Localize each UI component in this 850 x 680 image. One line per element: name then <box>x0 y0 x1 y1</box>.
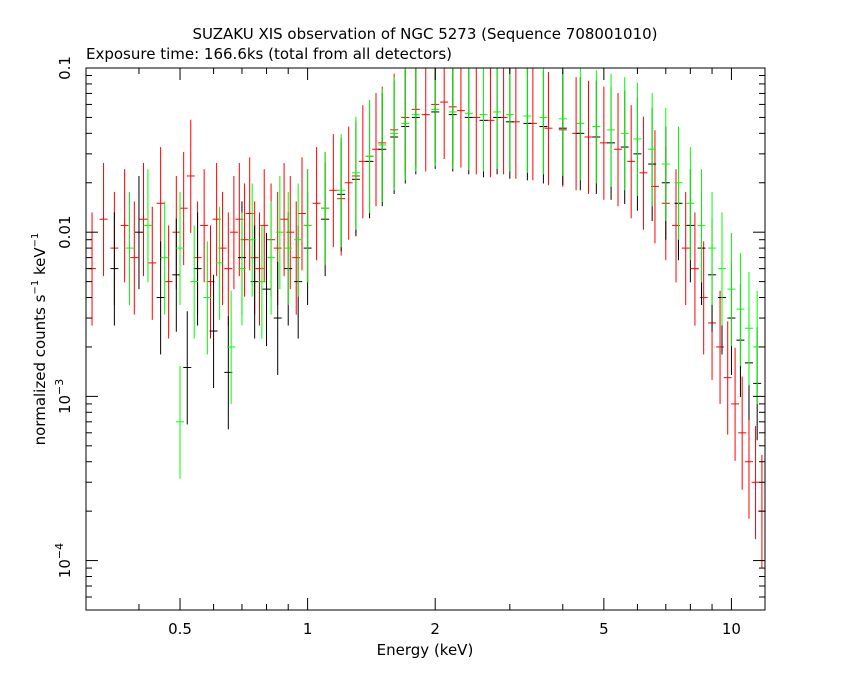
x-tick-label: 2 <box>430 620 440 638</box>
y-tick-label: 0.1 <box>56 56 74 80</box>
x-tick-label: 1 <box>303 620 313 638</box>
series-layer <box>88 68 766 569</box>
chart-title: SUZAKU XIS observation of NGC 5273 (Sequ… <box>192 25 657 43</box>
x-axis-label: Energy (keV) <box>377 641 474 659</box>
y-tick-label: 0.01 <box>56 215 74 248</box>
y-tick-label-base: 10 <box>56 559 74 578</box>
x-tick-label: 10 <box>722 620 741 638</box>
y-tick-label-exp: −4 <box>53 543 66 559</box>
plot-frame <box>85 67 766 611</box>
y-tick-label: 10−4 <box>53 543 74 578</box>
y-axis-label-sup1: −1 <box>30 280 41 295</box>
x-tick-label: 0.5 <box>168 620 192 638</box>
y-axis-label: normalized counts s−1 keV−1 <box>30 233 49 446</box>
x-tick-label: 5 <box>599 620 609 638</box>
y-tick-label-base: 10 <box>56 395 74 414</box>
series-2 <box>125 68 762 479</box>
y-axis-label-main: normalized counts s <box>31 294 49 445</box>
chart-subtitle: Exposure time: 166.6ks (total from all d… <box>86 45 452 63</box>
y-tick-label: 10−3 <box>53 379 74 414</box>
y-axis-label-mid: keV <box>31 247 49 280</box>
y-tick-label-exp: −3 <box>53 379 66 395</box>
y-axis-label-sup2: −1 <box>30 233 41 248</box>
